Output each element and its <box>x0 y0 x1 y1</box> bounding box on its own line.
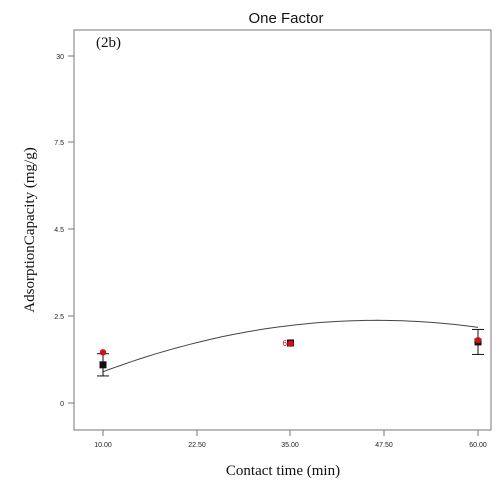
observed-point <box>99 349 107 356</box>
y-ticks: 0 2.5 4.5 7.5 30 <box>54 54 74 408</box>
x-ticks: 10.00 22.50 35.00 47.50 60.00 <box>94 430 487 449</box>
x-tick-label: 22.50 <box>188 442 206 449</box>
x-tick-label: 10.00 <box>94 442 112 449</box>
x-axis-label: Contact time (min) <box>226 463 340 479</box>
y-tick-label: 2.5 <box>54 314 64 321</box>
y-tick-label: 4.5 <box>54 227 64 234</box>
x-tick-label: 60.00 <box>469 442 487 449</box>
predicted-point <box>99 361 107 369</box>
x-tick-label: 35.00 <box>281 442 299 449</box>
panel-label: (2b) <box>96 35 121 51</box>
observed-point <box>287 340 294 347</box>
plot-area <box>73 29 492 431</box>
fit-curve <box>102 319 479 373</box>
y-tick-label: 7.5 <box>54 140 64 147</box>
chart-title: One Factor <box>248 10 323 27</box>
y-tick-label: 30 <box>56 54 64 61</box>
y-axis-label: AdsorptionCapacity (mg/g) <box>22 147 38 312</box>
observed-point <box>474 336 482 344</box>
y-tick-label: 0 <box>60 401 64 408</box>
chart-marks: 6 <box>97 319 484 377</box>
x-tick-label: 47.50 <box>375 442 393 449</box>
point-label: 6 <box>283 339 288 348</box>
